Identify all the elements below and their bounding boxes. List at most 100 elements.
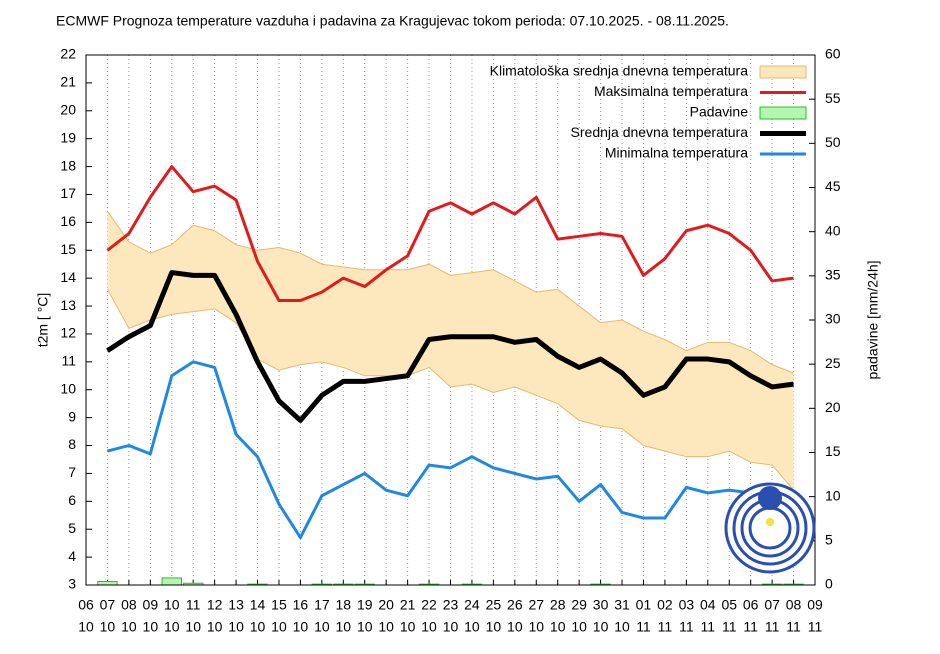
x-tick-label: 19 [357, 597, 373, 613]
x-tick-label-month: 10 [207, 619, 223, 635]
y2-tick-label: 10 [825, 487, 841, 503]
x-tick-label-month: 10 [550, 619, 566, 635]
x-tick-label: 17 [314, 597, 330, 613]
x-tick-label: 29 [571, 597, 587, 613]
line [106, 165, 794, 302]
y-tick-label: 4 [68, 548, 76, 564]
x-tick-label: 06 [743, 597, 759, 613]
y2-tick-label: 45 [825, 178, 841, 194]
y-axis-label: t2m [ °C] [35, 293, 51, 348]
x-tick-label-month: 11 [743, 619, 758, 635]
x-tick-label-month: 10 [250, 619, 266, 635]
x-tick-label-month: 11 [722, 619, 737, 635]
x-tick-label-month: 10 [421, 619, 437, 635]
y2-tick-label: 15 [825, 443, 841, 459]
y2-tick-label: 0 [825, 576, 833, 592]
x-tick-label-month: 10 [378, 619, 394, 635]
chart-title: ECMWF Prognoza temperature vazduha i pad… [56, 13, 729, 29]
x-tick-label-month: 10 [571, 619, 587, 635]
bar [97, 580, 118, 586]
x-tick-label-month: 11 [786, 619, 801, 635]
climate-band [107, 211, 794, 491]
x-tick-label-month: 10 [100, 619, 116, 635]
x-tick-label-month: 11 [636, 619, 651, 635]
legend-label: Padavine [690, 104, 749, 120]
x-tick-label-month: 10 [164, 619, 180, 635]
x-tick-label-month: 10 [400, 619, 416, 635]
legend-label: Minimalna temperatura [605, 145, 748, 161]
x-tick-label-month: 10 [593, 619, 609, 635]
x-tick-label-month: 11 [701, 619, 716, 635]
y2-tick-label: 60 [825, 46, 841, 62]
y2-tick-label: 35 [825, 267, 841, 283]
y-tick-label: 10 [60, 380, 76, 396]
y2-tick-label: 25 [825, 355, 841, 371]
legend-swatch [759, 106, 807, 120]
x-tick-label-month: 10 [121, 619, 137, 635]
x-tick-label: 07 [764, 597, 780, 613]
x-tick-label: 16 [293, 597, 309, 613]
legend-swatch [759, 65, 807, 79]
x-tick-label-month: 10 [185, 619, 201, 635]
x-tick-label-month: 10 [614, 619, 630, 635]
x-tick-label: 03 [679, 597, 695, 613]
x-tick-label-month: 10 [314, 619, 330, 635]
y-tick-label: 3 [68, 576, 76, 592]
y-tick-label: 6 [68, 492, 76, 508]
y2-tick-label: 30 [825, 311, 841, 327]
x-tick-label: 08 [121, 597, 137, 613]
y-tick-label: 20 [60, 101, 76, 117]
x-tick-label: 26 [507, 597, 523, 613]
x-tick-label: 13 [228, 597, 244, 613]
x-tick-label: 27 [528, 597, 544, 613]
logo [724, 482, 816, 574]
x-tick-label-month: 10 [464, 619, 480, 635]
x-tick-label-month: 11 [679, 619, 694, 635]
x-tick-label: 25 [486, 597, 502, 613]
x-tick-label: 15 [271, 597, 287, 613]
y-tick-label: 9 [68, 408, 76, 424]
y-tick-label: 19 [60, 129, 76, 145]
y-tick-label: 16 [60, 213, 76, 229]
y2-axis-label: padavine [mm/24h] [865, 260, 881, 379]
x-tick-label: 23 [443, 597, 459, 613]
x-tick-label: 31 [614, 597, 630, 613]
y-tick-label: 21 [60, 74, 76, 90]
x-tick-label: 12 [207, 597, 223, 613]
x-tick-label: 10 [164, 597, 180, 613]
y2-tick-label: 40 [825, 222, 841, 238]
legend-label: Maksimalna temperatura [594, 83, 748, 99]
y2-tick-label: 5 [825, 532, 833, 548]
x-tick-label: 09 [807, 597, 823, 613]
x-tick-label-month: 10 [143, 619, 159, 635]
x-tick-label-month: 10 [293, 619, 309, 635]
y-tick-label: 14 [60, 269, 76, 285]
y2-tick-label: 55 [825, 90, 841, 106]
band-upper-edge [107, 210, 794, 374]
y2-tick-label: 50 [825, 134, 841, 150]
x-tick-label-month: 10 [443, 619, 459, 635]
x-tick-label: 22 [421, 597, 437, 613]
x-tick-label: 07 [100, 597, 116, 613]
y-tick-label: 22 [60, 46, 76, 62]
band-lower-edge [107, 289, 794, 491]
x-tick-label-month: 10 [336, 619, 352, 635]
y-tick-label: 11 [61, 353, 76, 369]
x-tick-label-month: 10 [228, 619, 244, 635]
line [106, 270, 794, 423]
x-tick-label: 09 [143, 597, 159, 613]
x-tick-label-month: 11 [658, 619, 673, 635]
x-tick-label-month: 10 [78, 619, 94, 635]
y-tick-label: 5 [68, 520, 76, 536]
x-tick-label: 30 [593, 597, 609, 613]
x-tick-label: 02 [657, 597, 673, 613]
x-tick-label: 08 [786, 597, 802, 613]
y-tick-label: 15 [60, 241, 76, 257]
x-tick-label: 28 [550, 597, 566, 613]
bar [161, 577, 182, 586]
y-tick-label: 12 [60, 325, 76, 341]
x-tick-label-month: 10 [528, 619, 544, 635]
x-tick-label: 05 [721, 597, 737, 613]
x-tick-label: 24 [464, 597, 480, 613]
